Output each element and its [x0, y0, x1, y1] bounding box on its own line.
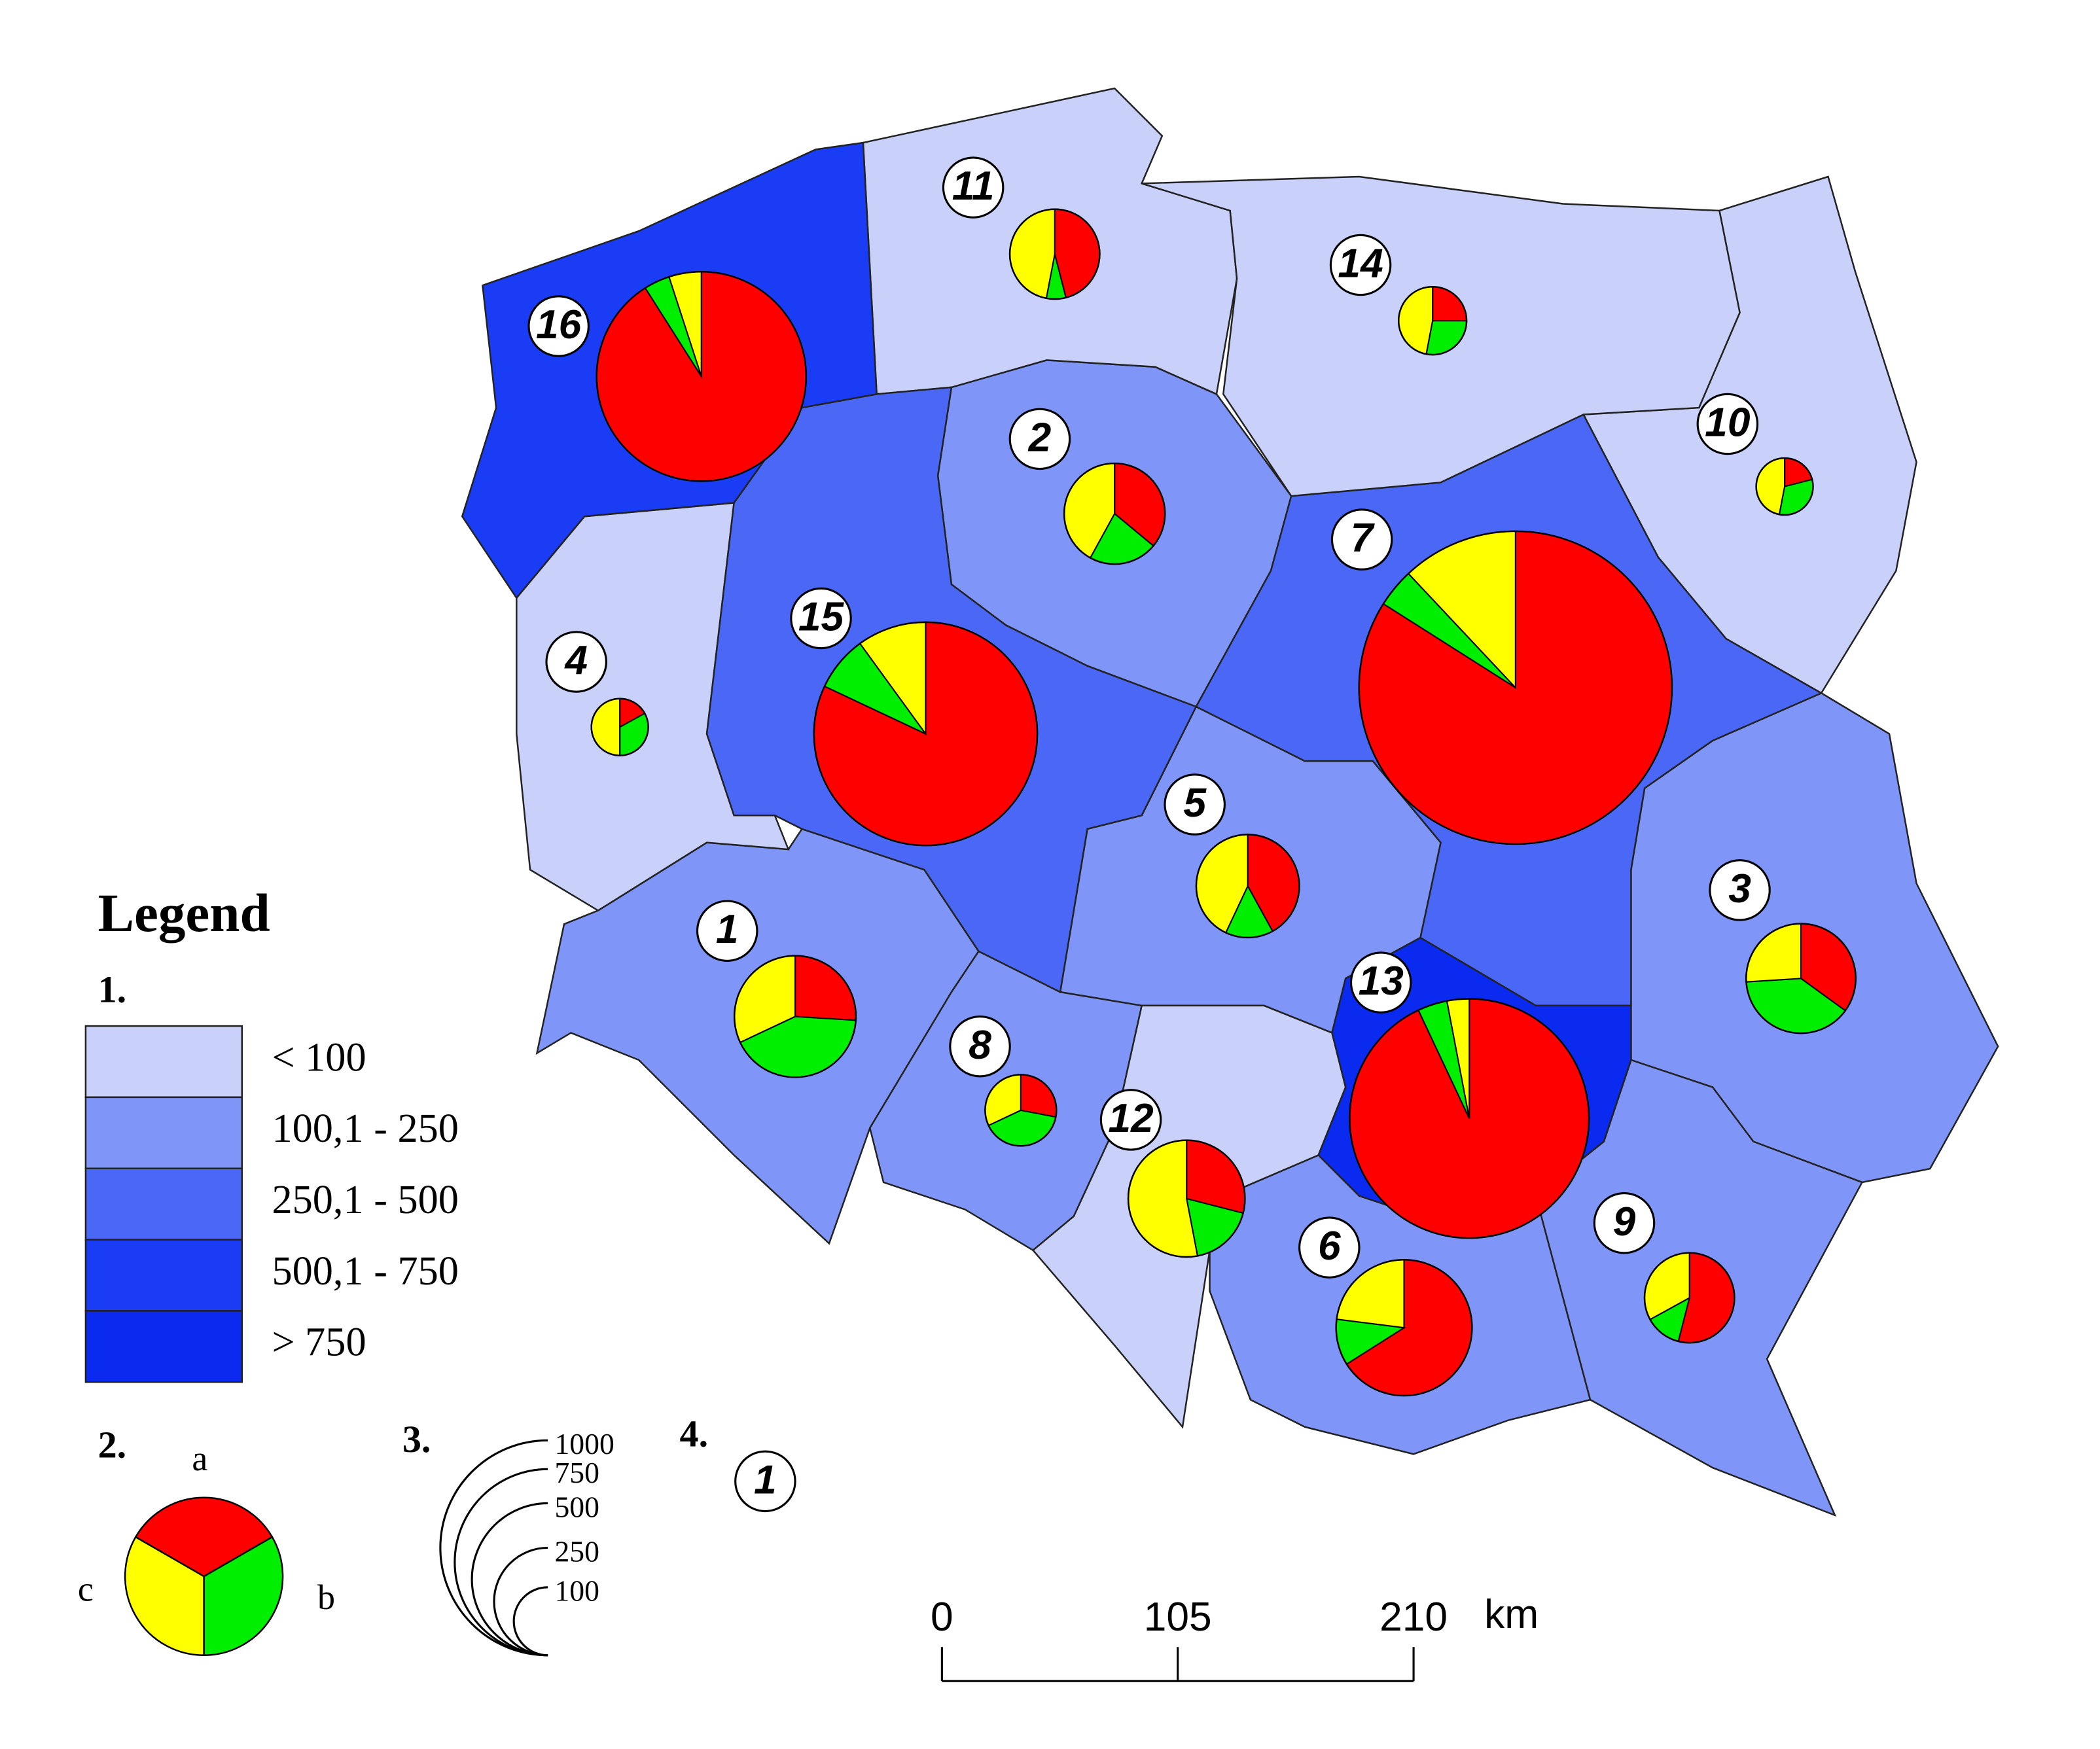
scale-bar: km 0 105 210: [931, 1592, 1539, 1682]
size-arc: [512, 1586, 548, 1657]
legend-class-label: 500,1 - 750: [272, 1248, 459, 1294]
region-id: 14: [1338, 241, 1383, 287]
region-id: 15: [798, 595, 845, 640]
pie-outline: [1335, 1259, 1473, 1397]
region-id: 5: [1183, 781, 1207, 826]
id-badge: [527, 295, 590, 357]
scale-label: 210: [1379, 1595, 1448, 1640]
pie-legend-label: b: [317, 1578, 335, 1617]
id-badge: [696, 900, 758, 962]
size-label: 100: [554, 1574, 599, 1608]
region-id: 4: [563, 638, 588, 683]
pie-outline: [1127, 1139, 1246, 1258]
pie-outline: [596, 271, 808, 482]
id-badge: [949, 1015, 1011, 1078]
region-id: 10: [1705, 400, 1751, 446]
pie-legend-slice: [203, 1536, 284, 1656]
pie-outline: [1643, 1252, 1735, 1344]
id-badge: [1593, 1192, 1656, 1254]
id-badge: [1330, 508, 1393, 571]
id-badge: [1329, 234, 1392, 296]
id-badge: [790, 587, 852, 650]
pie-outline: [1195, 834, 1300, 939]
legend-class-label: 100,1 - 250: [272, 1106, 459, 1151]
size-label: 750: [554, 1456, 599, 1489]
id-badge: [1298, 1216, 1361, 1279]
pie-outline: [1397, 285, 1468, 356]
region-id: 12: [1108, 1096, 1153, 1141]
pie-outline: [1745, 923, 1857, 1034]
id-badge: [1099, 1089, 1162, 1151]
scale-label: 105: [1144, 1595, 1212, 1640]
scale-label: 0: [931, 1595, 953, 1640]
size-label: 1000: [554, 1427, 614, 1460]
size-label: 500: [554, 1490, 599, 1523]
legend-swatch: [84, 1167, 243, 1241]
size-label: 250: [554, 1534, 599, 1568]
pie-outline: [733, 955, 857, 1078]
legend-class-label: > 750: [272, 1320, 366, 1365]
id-badge: [1696, 393, 1759, 455]
region-id: 8: [969, 1023, 991, 1068]
region-id: 13: [1359, 959, 1404, 1004]
pie-legend-label: a: [192, 1439, 207, 1478]
pie-outline: [1358, 530, 1673, 845]
legend-title: Legend: [98, 883, 270, 943]
region-id: 1: [716, 907, 739, 952]
region-id: 6: [1318, 1224, 1341, 1269]
size-arc: [471, 1502, 548, 1657]
region-id: 7: [1351, 516, 1376, 561]
legend-swatch: [84, 1025, 243, 1099]
pie-outline: [1349, 998, 1590, 1239]
id-badge: [734, 1450, 796, 1513]
pie-outline: [984, 1074, 1058, 1147]
id-badge: [1349, 951, 1412, 1014]
legend-swatch: [84, 1239, 243, 1312]
size-arc: [454, 1468, 548, 1657]
id-badge: [1164, 773, 1226, 836]
legend: Legend 1. 2. 3. 4. a b c 1 < 100 100,1 - …: [78, 883, 796, 1657]
section-label: 4.: [680, 1413, 709, 1455]
size-arc: [493, 1546, 548, 1657]
legend-class-label: < 100: [272, 1034, 366, 1080]
legend-swatch: [84, 1310, 243, 1383]
pie-outline: [813, 621, 1039, 847]
pie-outline: [1063, 462, 1166, 565]
region-id: 11: [952, 164, 995, 209]
pie-outline: [590, 698, 649, 756]
region-id: 9: [1613, 1199, 1636, 1245]
region-id: 3: [1728, 866, 1751, 911]
legend-swatch: [84, 1096, 243, 1169]
id-badge: [1008, 408, 1071, 470]
id-badge: [1709, 859, 1771, 921]
id-example: 1: [754, 1457, 777, 1502]
pie-legend-slice: [124, 1536, 205, 1656]
scale-unit: km: [1484, 1592, 1539, 1637]
legend-class-label: 250,1 - 500: [272, 1177, 459, 1222]
pie-outline: [1008, 208, 1101, 300]
region-id: 16: [536, 302, 582, 347]
pie-legend-label: c: [78, 1570, 94, 1609]
section-label: 3.: [402, 1418, 431, 1460]
id-badge: [545, 631, 607, 693]
id-badge: [942, 156, 1005, 219]
region-id: 2: [1028, 415, 1052, 460]
section-label: 2.: [98, 1423, 127, 1466]
section-label: 1.: [98, 968, 127, 1011]
pie-outline: [1755, 457, 1814, 516]
